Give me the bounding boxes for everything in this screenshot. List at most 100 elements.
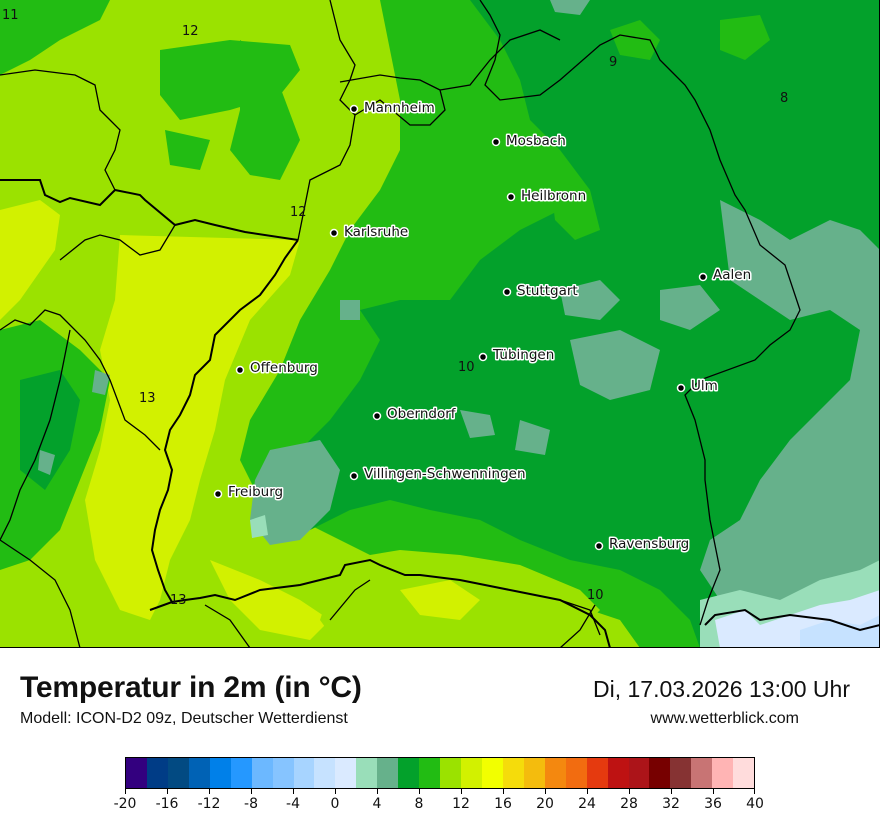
city-label: Tübingen xyxy=(492,347,554,363)
colorbar-bin xyxy=(419,758,441,788)
city-heilbronn[interactable]: Heilbronn xyxy=(506,187,588,206)
colorbar-bin xyxy=(314,758,336,788)
temperature-colorbar xyxy=(125,757,755,789)
city-karlsruhe[interactable]: Karlsruhe xyxy=(329,223,410,242)
temp-zone-0-2-b xyxy=(800,615,880,648)
colorbar-tick-label: 16 xyxy=(494,796,512,812)
value-labels: 11 12 9 8 12 13 10 10 13 xyxy=(2,8,788,608)
value-label: 13 xyxy=(139,391,156,406)
valid-datetime: Di, 17.03.2026 13:00 Uhr xyxy=(592,676,850,702)
colorbar-tick xyxy=(629,789,630,794)
colorbar-tick-label: 40 xyxy=(746,796,764,812)
city-tuebingen[interactable]: Tübingen xyxy=(478,346,556,365)
value-label: 12 xyxy=(182,24,199,39)
temp-zone-10-12-patches xyxy=(550,15,770,240)
value-label: 11 xyxy=(2,8,19,23)
city-freiburg[interactable]: Freiburg xyxy=(213,483,285,502)
borders xyxy=(0,0,880,648)
city-label: Mosbach xyxy=(506,133,566,149)
colorbar-bin xyxy=(440,758,461,788)
colorbar-bin xyxy=(209,758,231,788)
temp-zone-vosges-cold xyxy=(38,370,110,475)
colorbar-tick xyxy=(461,789,462,794)
city-marker-icon xyxy=(506,192,516,202)
city-label: Karlsruhe xyxy=(344,224,408,240)
colorbar-bin xyxy=(356,758,378,788)
colorbar-tick xyxy=(671,789,672,794)
colorbar-bin xyxy=(523,758,545,788)
colorbar-bin xyxy=(502,758,524,788)
colorbar-bin xyxy=(649,758,671,788)
colorbar-tick xyxy=(754,789,755,794)
colorbar-tick xyxy=(209,789,210,794)
value-label: 9 xyxy=(609,55,617,70)
colorbar-tick-label: 36 xyxy=(704,796,722,812)
colorbar-tick-label: -4 xyxy=(286,796,300,812)
colorbar-bin xyxy=(481,758,503,788)
colorbar-bin xyxy=(293,758,315,788)
colorbar-tick-label: 28 xyxy=(620,796,638,812)
colorbar-tick-label: 20 xyxy=(536,796,554,812)
city-ravensburg[interactable]: Ravensburg xyxy=(594,535,691,554)
city-label: Aalen xyxy=(713,267,751,283)
colorbar-tick-label: -12 xyxy=(197,796,221,812)
colorbar-tick xyxy=(293,789,294,794)
value-label: 10 xyxy=(458,360,475,375)
colorbar-tick xyxy=(377,789,378,794)
city-mosbach[interactable]: Mosbach xyxy=(491,132,567,151)
colorbar-bin xyxy=(398,758,420,788)
value-label: 12 xyxy=(290,205,307,220)
city-marker-icon xyxy=(698,272,708,282)
colorbar-tick xyxy=(251,789,252,794)
model-subtitle: Modell: ICON-D2 09z, Deutscher Wetterdie… xyxy=(20,710,348,727)
colorbar-bin xyxy=(146,758,168,788)
city-marker-icon xyxy=(213,489,223,499)
colorbar-tick xyxy=(587,789,588,794)
colorbar-bin xyxy=(126,758,147,788)
city-stuttgart[interactable]: Stuttgart xyxy=(502,282,579,301)
city-label: Mannheim xyxy=(364,100,435,116)
city-mannheim[interactable]: Mannheim xyxy=(349,99,436,118)
city-marker-icon xyxy=(329,228,339,238)
temp-zone-10-12-nw xyxy=(0,0,300,180)
colorbar-tick xyxy=(125,789,126,794)
colorbar-ticks: -20 -16 -12 -8 -4 0 4 8 12 16 20 24 28 32 36 40 xyxy=(114,789,764,819)
city-marker-icon xyxy=(235,365,245,375)
website-link[interactable]: www.wetterblick.com xyxy=(650,710,799,727)
colorbar-bin xyxy=(335,758,357,788)
city-offenburg[interactable]: Offenburg xyxy=(235,359,319,378)
city-marker-icon xyxy=(478,352,488,362)
city-label: Ulm xyxy=(691,378,718,394)
colorbar-tick-label: 12 xyxy=(452,796,470,812)
city-marker-icon xyxy=(676,383,686,393)
city-label: Freiburg xyxy=(228,484,283,500)
value-label: 13 xyxy=(170,593,187,608)
colorbar-bin xyxy=(188,758,210,788)
value-label: 10 xyxy=(587,588,604,603)
colorbar-bin xyxy=(691,758,713,788)
city-label: Villingen-Schwenningen xyxy=(364,466,526,482)
temp-zone-12-14 xyxy=(0,200,330,640)
city-label: Stuttgart xyxy=(517,283,578,299)
colorbar-bin xyxy=(607,758,629,788)
colorbar-bin xyxy=(167,758,189,788)
city-label: Offenburg xyxy=(250,360,318,376)
city-marker-icon xyxy=(502,287,512,297)
colorbar-tick xyxy=(503,789,504,794)
colorbar-tick xyxy=(335,789,336,794)
city-marker-icon xyxy=(349,104,359,114)
colorbar-bin xyxy=(586,758,608,788)
city-aalen[interactable]: Aalen xyxy=(698,266,753,285)
colorbar-tick-label: 8 xyxy=(414,796,424,812)
colorbar-tick-label: -8 xyxy=(244,796,258,812)
colorbar-tick-label: 0 xyxy=(330,796,340,812)
city-oberndorf[interactable]: Oberndorf xyxy=(372,405,458,424)
city-label: Ravensburg xyxy=(609,536,689,552)
city-label: Heilbronn xyxy=(521,188,586,204)
colorbar-bin xyxy=(251,758,273,788)
colorbar-bin xyxy=(670,758,692,788)
colorbar-bin xyxy=(628,758,650,788)
city-ulm[interactable]: Ulm xyxy=(676,377,719,396)
colorbar-bin xyxy=(733,758,755,788)
city-villingen-schwenningen[interactable]: Villingen-Schwenningen xyxy=(349,465,527,484)
